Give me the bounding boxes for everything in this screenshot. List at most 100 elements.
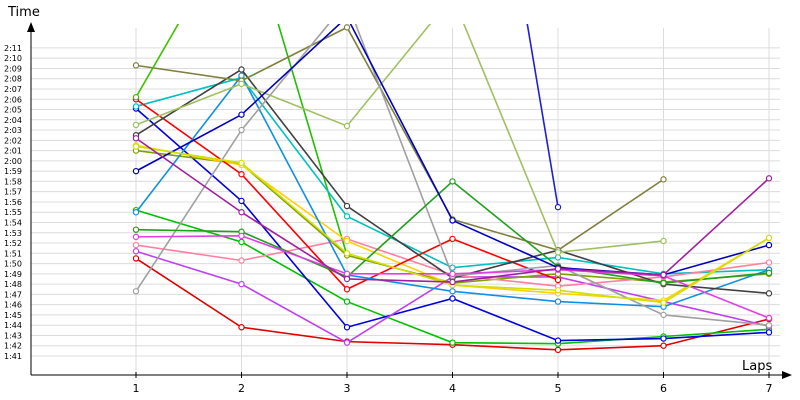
y-tick-label: 2:01 — [4, 147, 22, 156]
data-point — [554, 276, 562, 284]
data-point — [132, 233, 140, 241]
data-point — [554, 265, 562, 272]
y-tick-label: 2:03 — [4, 126, 22, 135]
data-point — [238, 280, 245, 288]
data-point — [449, 178, 456, 185]
data-point — [132, 248, 140, 255]
y-tick-label: 2:00 — [4, 157, 22, 166]
data-point — [765, 175, 773, 182]
data-point — [449, 235, 456, 243]
data-point — [660, 299, 667, 306]
data-point — [132, 121, 140, 129]
data-point — [132, 143, 140, 150]
y-tick-label: 1:52 — [4, 239, 22, 248]
label-layer: Time Laps 1:411:421:431:441:451:461:471:… — [4, 5, 773, 395]
y-tick-label: 1:44 — [4, 321, 22, 330]
y-tick-label: 1:51 — [4, 249, 22, 258]
data-point — [132, 226, 140, 233]
data-point — [132, 241, 140, 249]
data-point — [132, 103, 140, 110]
data-point — [554, 249, 562, 256]
data-point — [660, 335, 667, 342]
data-point — [238, 126, 245, 134]
data-point — [132, 93, 140, 101]
x-tick-label: 6 — [660, 382, 667, 395]
data-point — [449, 278, 456, 286]
data-point — [554, 298, 562, 305]
data-point — [343, 202, 351, 210]
data-point — [343, 237, 351, 245]
x-axis-title: Laps — [742, 359, 772, 374]
series-layer — [132, 24, 773, 354]
data-point — [343, 122, 351, 130]
data-point — [343, 298, 351, 305]
x-tick-label: 3 — [344, 382, 351, 395]
data-point — [343, 24, 351, 31]
data-point — [765, 314, 773, 322]
data-point — [554, 337, 562, 344]
data-point — [343, 275, 351, 283]
x-tick-label: 1 — [133, 382, 140, 395]
x-tick-label: 7 — [766, 382, 773, 395]
series-line — [135, 24, 180, 98]
data-point — [554, 346, 562, 354]
y-tick-label: 2:08 — [4, 75, 22, 84]
data-point — [660, 176, 667, 183]
data-point — [343, 270, 351, 278]
y-tick-label: 2:04 — [4, 116, 22, 125]
data-point — [238, 257, 245, 264]
data-point — [660, 311, 667, 319]
data-point — [343, 339, 351, 346]
data-point — [449, 288, 456, 295]
data-point — [132, 167, 140, 175]
x-axis-arrow — [782, 371, 792, 379]
data-point — [765, 321, 773, 329]
x-tick-label: 5 — [555, 382, 562, 395]
data-point — [765, 269, 773, 277]
y-tick-label: 1:58 — [4, 177, 22, 186]
x-tick-label: 4 — [449, 382, 456, 395]
y-tick-label: 2:06 — [4, 95, 22, 104]
data-point — [238, 324, 245, 331]
data-point — [765, 329, 773, 336]
data-point — [238, 171, 245, 178]
y-axis-arrow — [27, 22, 35, 32]
series-line — [135, 26, 664, 252]
data-point — [238, 72, 245, 79]
data-point — [765, 290, 773, 297]
data-point — [238, 80, 245, 88]
data-point — [554, 287, 562, 294]
y-axis-title: Time — [7, 5, 40, 20]
data-point — [343, 286, 351, 293]
y-tick-label: 1:54 — [4, 218, 22, 227]
data-point — [343, 324, 351, 331]
y-tick-label: 1:43 — [4, 331, 22, 340]
y-tick-label: 1:47 — [4, 290, 22, 299]
y-tick-label: 2:05 — [4, 106, 22, 115]
y-tick-label: 1:49 — [4, 270, 22, 279]
data-point — [765, 241, 773, 249]
data-point — [238, 66, 245, 73]
data-point — [765, 259, 773, 266]
y-tick-label: 1:41 — [4, 352, 22, 361]
y-tick-label: 1:56 — [4, 198, 22, 207]
data-point — [449, 339, 456, 346]
y-tick-label: 1:48 — [4, 280, 22, 289]
y-tick-label: 1:42 — [4, 342, 22, 351]
y-tick-label: 2:10 — [4, 54, 22, 63]
data-point — [238, 209, 245, 216]
data-point — [449, 217, 456, 224]
data-point — [238, 111, 245, 118]
data-point — [132, 209, 140, 216]
series-line — [135, 24, 664, 254]
data-point — [132, 255, 140, 262]
data-point — [554, 254, 562, 261]
data-point — [554, 203, 562, 211]
y-tick-label: 1:53 — [4, 229, 22, 238]
data-point — [660, 279, 667, 287]
data-point — [238, 159, 245, 167]
data-point — [238, 238, 245, 246]
y-tick-label: 1:57 — [4, 188, 22, 197]
data-point — [343, 250, 351, 257]
